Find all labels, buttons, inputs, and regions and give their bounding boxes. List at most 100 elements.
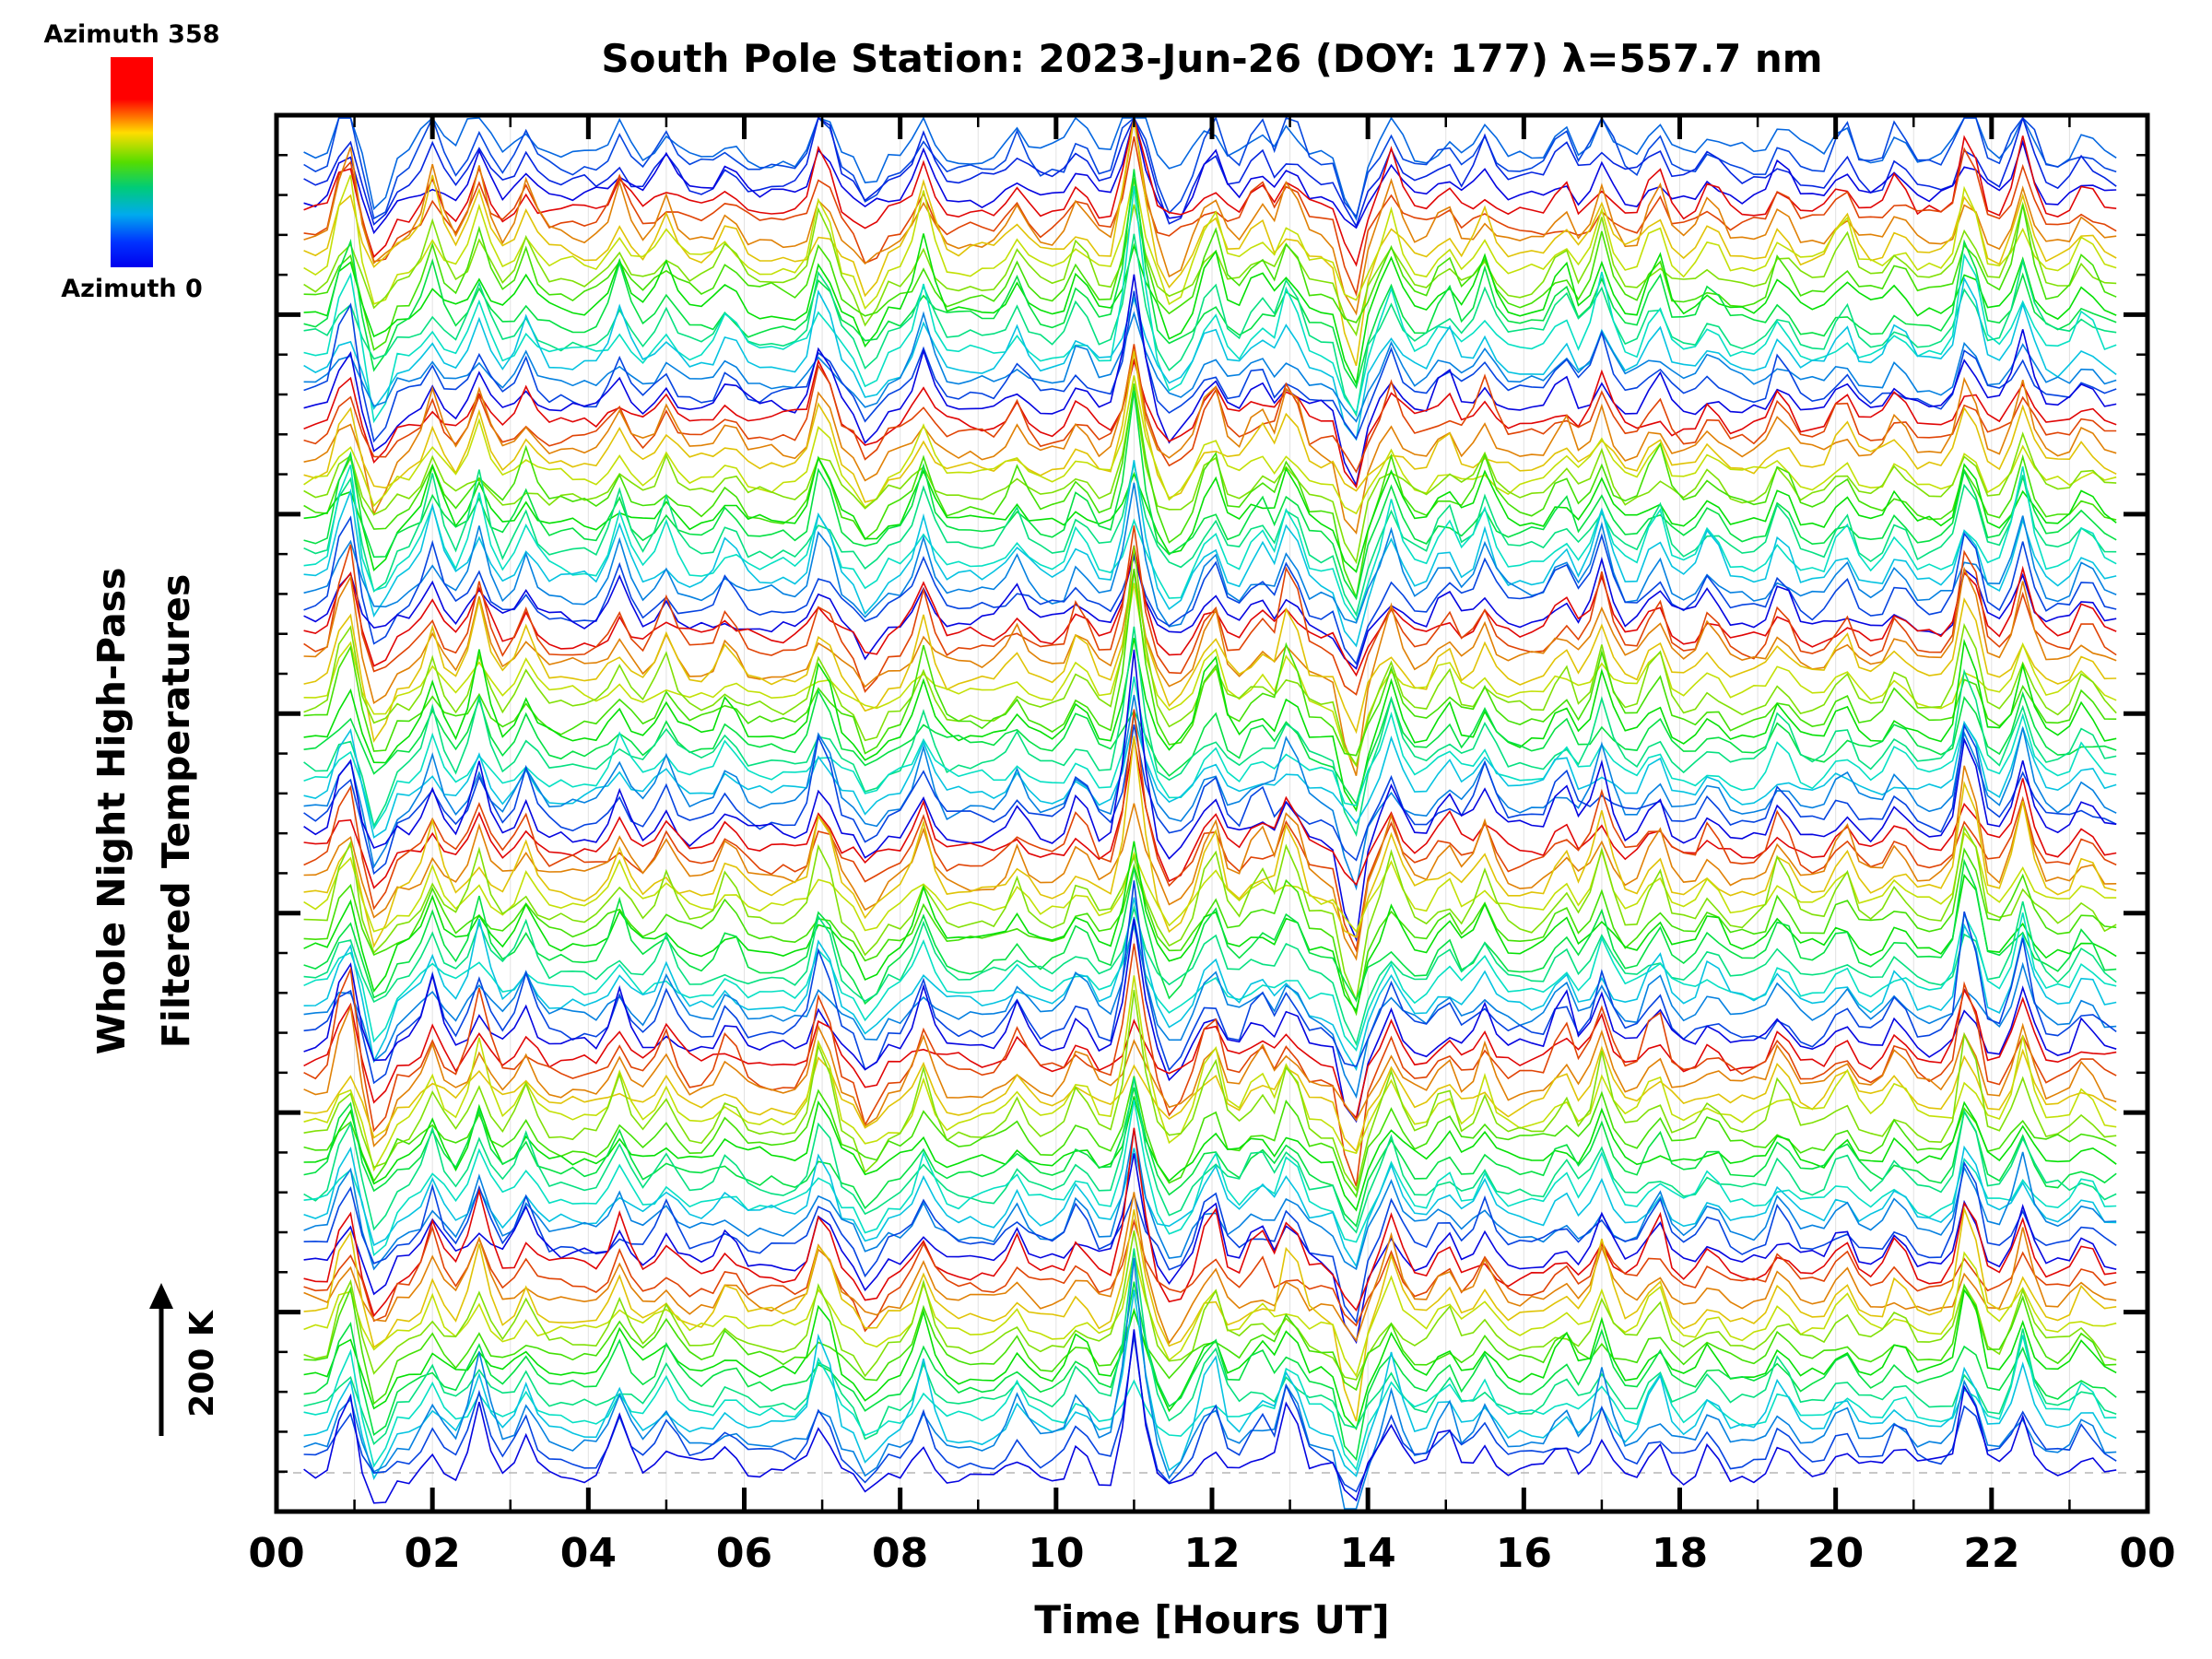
azimuth-trace: [303, 274, 2117, 488]
scale-arrow-label: 200 K: [183, 1310, 221, 1418]
chart-title: South Pole Station: 2023-Jun-26 (DOY: 17…: [601, 36, 1822, 81]
x-tick-label: 06: [716, 1530, 772, 1577]
x-tick-label: 22: [1963, 1530, 2019, 1577]
azimuth-trace: [303, 515, 2117, 665]
azimuth-trace: [303, 178, 2117, 351]
azimuth-trace: [303, 136, 2117, 297]
azimuth-trace: [303, 1045, 2117, 1153]
azimuth-trace: [303, 736, 2117, 889]
azimuth-trace: [303, 1251, 2117, 1378]
azimuth-trace: [303, 115, 2117, 229]
colorbar-top-label: Azimuth 358: [43, 20, 219, 49]
azimuth-trace: [303, 201, 2117, 337]
azimuth-trace: [303, 847, 2117, 1017]
azimuth-trace: [303, 351, 2117, 503]
azimuth-trace: [303, 1289, 2117, 1481]
azimuth-trace: [303, 841, 2117, 1013]
azimuth-trace: [303, 1206, 2117, 1422]
azimuth-trace: [303, 290, 2117, 443]
azimuth-trace: [303, 463, 2117, 618]
azimuth-trace: [303, 1077, 2117, 1234]
azimuth-trace: [303, 912, 2117, 1052]
azimuth-trace: [303, 383, 2117, 600]
x-tick-label: 16: [1496, 1530, 1552, 1577]
azimuth-trace: [303, 1145, 2117, 1268]
y-axis-label-line2: Filtered Temperatures: [154, 574, 198, 1048]
azimuth-trace: [303, 918, 2117, 1124]
azimuth-trace: [303, 375, 2117, 515]
azimuth-trace: [303, 344, 2117, 474]
x-tick-label: 00: [2119, 1530, 2175, 1577]
azimuth-trace: [303, 460, 2117, 648]
azimuth-trace: [303, 831, 2117, 934]
azimuth-trace: [303, 1288, 2117, 1430]
azimuth-trace: [303, 1248, 2117, 1445]
azimuth-trace: [303, 233, 2117, 418]
azimuth-trace: [303, 694, 2117, 891]
azimuth-trace: [303, 569, 2117, 757]
azimuth-trace: [303, 1153, 2117, 1345]
azimuth-trace: [303, 171, 2117, 310]
azimuth-trace: [303, 649, 2117, 943]
azimuth-trace: [303, 765, 2117, 961]
x-tick-label: 10: [1028, 1530, 1084, 1577]
azimuth-trace: [303, 1127, 2117, 1318]
azimuth-trace: [303, 358, 2117, 489]
azimuth-trace: [303, 626, 2117, 838]
azimuth-trace: [303, 525, 2117, 696]
azimuth-trace: [303, 987, 2117, 1120]
x-axis-title: Time [Hours UT]: [1034, 1597, 1389, 1642]
azimuth-colorbar: [111, 57, 153, 267]
colorbar-bottom-label: Azimuth 0: [61, 275, 203, 303]
azimuth-trace: [303, 676, 2117, 830]
scale-arrow: [149, 1283, 173, 1436]
azimuth-trace: [303, 638, 2117, 813]
y-axis-label-line1: Whole Night High-Pass: [89, 568, 134, 1055]
azimuth-trace: [303, 825, 2117, 1004]
azimuth-trace: [303, 900, 2117, 1047]
azimuth-trace: [303, 989, 2117, 1192]
azimuth-trace: [303, 916, 2117, 1100]
azimuth-trace: [303, 233, 2117, 386]
azimuth-trace: [303, 388, 2117, 565]
azimuth-trace: [303, 715, 2117, 839]
azimuth-trace: [303, 1087, 2117, 1228]
azimuth-trace: [303, 975, 2117, 1172]
azimuth-trace: [303, 943, 2117, 1187]
azimuth-trace: [303, 571, 2117, 743]
azimuth-trace: [303, 582, 2117, 768]
x-tick-label: 12: [1183, 1530, 1240, 1577]
azimuth-trace: [303, 545, 2117, 677]
x-tick-label: 02: [405, 1530, 461, 1577]
azimuth-trace: [303, 465, 2117, 622]
azimuth-trace: [303, 735, 2117, 948]
azimuth-trace: [303, 1230, 2117, 1381]
azimuth-trace: [303, 276, 2117, 441]
x-tick-label: 04: [560, 1530, 617, 1577]
azimuth-trace: [303, 117, 2117, 235]
azimuth-trace: [303, 1192, 2117, 1345]
azimuth-trace: [303, 1329, 2117, 1504]
azimuth-trace: [303, 390, 2117, 601]
azimuth-trace: [303, 551, 2117, 670]
azimuth-trace: [303, 1100, 2117, 1257]
azimuth-trace: [303, 897, 2117, 1072]
azimuth-trace: [303, 169, 2117, 390]
x-tick-label: 20: [1807, 1530, 1864, 1577]
x-tick-label: 18: [1652, 1530, 1708, 1577]
azimuth-trace: [303, 455, 2117, 573]
azimuth-trace: [303, 1281, 2117, 1462]
azimuth-trace: [303, 1076, 2117, 1199]
azimuth-trace: [303, 1335, 2117, 1493]
azimuth-trace: [303, 1218, 2117, 1333]
azimuth-trace: [303, 482, 2117, 628]
azimuth-trace: [303, 348, 2117, 535]
chart-canvas: 00 02 04 06 08 10 12 14 16 18 20 22 00: [248, 112, 2176, 1577]
azimuth-trace: [303, 1128, 2117, 1271]
azimuth-trace: [303, 1004, 2117, 1147]
azimuth-trace: [303, 546, 2117, 767]
x-tick-label: 08: [872, 1530, 928, 1577]
azimuth-trace: [303, 880, 2117, 1085]
